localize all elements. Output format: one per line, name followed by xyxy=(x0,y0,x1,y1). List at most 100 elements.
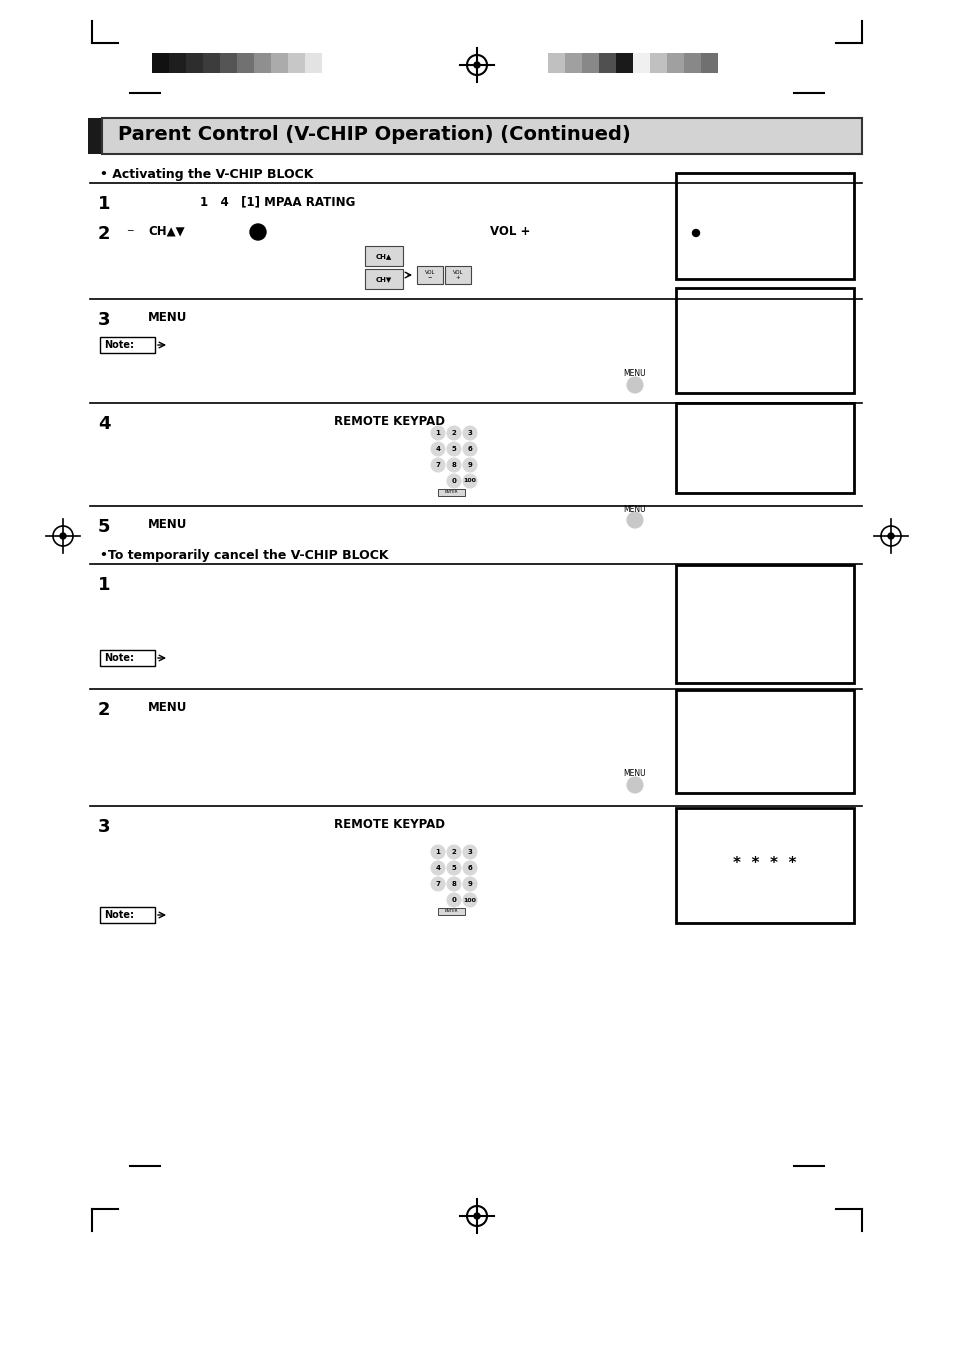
Text: 1: 1 xyxy=(98,195,111,213)
Text: 100: 100 xyxy=(463,897,476,902)
Circle shape xyxy=(474,1213,479,1219)
Bar xyxy=(437,489,465,496)
Circle shape xyxy=(462,844,476,859)
Circle shape xyxy=(447,474,460,488)
Text: MENU: MENU xyxy=(148,701,187,713)
Text: 2: 2 xyxy=(451,848,456,855)
Text: 1   4   [1] MPAA RATING: 1 4 [1] MPAA RATING xyxy=(200,195,355,208)
Circle shape xyxy=(474,62,479,68)
Bar xyxy=(700,53,718,73)
Circle shape xyxy=(431,426,444,440)
Text: VOL +: VOL + xyxy=(490,226,530,238)
Text: MENU: MENU xyxy=(148,311,187,324)
Circle shape xyxy=(626,512,642,528)
Bar xyxy=(633,53,649,73)
Circle shape xyxy=(447,877,460,892)
Text: CH▲▼: CH▲▼ xyxy=(148,226,185,238)
Text: 3: 3 xyxy=(467,430,472,436)
Text: 3: 3 xyxy=(467,848,472,855)
Text: VOL
−: VOL − xyxy=(424,270,435,281)
Text: 7: 7 xyxy=(436,881,440,888)
Text: VOL
+: VOL + xyxy=(453,270,463,281)
Bar xyxy=(683,53,700,73)
Bar xyxy=(203,53,220,73)
Text: _: _ xyxy=(127,222,132,231)
Circle shape xyxy=(431,458,444,471)
Text: MENU: MENU xyxy=(623,770,645,778)
Circle shape xyxy=(60,534,66,539)
Text: Note:: Note: xyxy=(104,653,133,663)
Circle shape xyxy=(447,861,460,875)
Text: 9: 9 xyxy=(467,881,472,888)
Circle shape xyxy=(447,844,460,859)
Circle shape xyxy=(462,861,476,875)
Circle shape xyxy=(431,844,444,859)
Text: Note:: Note: xyxy=(104,340,133,350)
Bar xyxy=(616,53,633,73)
Circle shape xyxy=(462,458,476,471)
Bar xyxy=(100,650,154,666)
Bar xyxy=(444,266,471,284)
Text: REMOTE KEYPAD: REMOTE KEYPAD xyxy=(335,415,445,428)
Text: 3: 3 xyxy=(98,311,111,330)
Text: Note:: Note: xyxy=(104,911,133,920)
Bar xyxy=(676,690,853,793)
Circle shape xyxy=(692,230,699,236)
Bar xyxy=(236,53,253,73)
Bar xyxy=(253,53,271,73)
Bar xyxy=(676,173,853,280)
Bar xyxy=(666,53,683,73)
Text: 0: 0 xyxy=(451,897,456,902)
Text: REMOTE KEYPAD: REMOTE KEYPAD xyxy=(335,817,445,831)
Bar xyxy=(305,53,322,73)
Circle shape xyxy=(431,442,444,457)
Text: 2: 2 xyxy=(98,701,111,719)
Text: CH▲: CH▲ xyxy=(375,253,392,259)
Circle shape xyxy=(462,474,476,488)
Circle shape xyxy=(462,893,476,907)
Text: 4: 4 xyxy=(435,865,440,871)
Bar xyxy=(100,907,154,923)
Bar xyxy=(649,53,666,73)
Bar xyxy=(88,118,102,154)
Text: 7: 7 xyxy=(436,462,440,467)
Bar xyxy=(169,53,186,73)
Circle shape xyxy=(462,442,476,457)
Circle shape xyxy=(887,534,893,539)
Bar xyxy=(365,269,402,289)
Bar xyxy=(271,53,288,73)
Text: 8: 8 xyxy=(451,462,456,467)
Text: 1: 1 xyxy=(436,430,440,436)
Text: MENU: MENU xyxy=(623,504,645,513)
Text: ENTER: ENTER xyxy=(444,490,458,494)
Bar xyxy=(676,403,853,493)
Text: 2: 2 xyxy=(451,430,456,436)
Bar xyxy=(676,288,853,393)
Text: MENU: MENU xyxy=(148,517,187,531)
Bar xyxy=(564,53,581,73)
Text: • Activating the V-CHIP BLOCK: • Activating the V-CHIP BLOCK xyxy=(100,168,313,181)
Text: •To temporarily cancel the V-CHIP BLOCK: •To temporarily cancel the V-CHIP BLOCK xyxy=(100,549,388,562)
Text: Parent Control (V-CHIP Operation) (Continued): Parent Control (V-CHIP Operation) (Conti… xyxy=(118,126,630,145)
Text: 1: 1 xyxy=(98,576,111,594)
Bar xyxy=(547,53,564,73)
Text: ENTER: ENTER xyxy=(444,909,458,913)
Circle shape xyxy=(626,777,642,793)
Circle shape xyxy=(447,893,460,907)
Circle shape xyxy=(431,877,444,892)
Bar xyxy=(676,808,853,923)
Text: 1: 1 xyxy=(436,848,440,855)
Text: 4: 4 xyxy=(98,415,111,434)
Bar xyxy=(220,53,236,73)
Bar xyxy=(288,53,305,73)
Bar xyxy=(676,565,853,684)
Bar xyxy=(152,53,169,73)
Bar xyxy=(100,336,154,353)
Circle shape xyxy=(462,877,476,892)
Text: 4: 4 xyxy=(435,446,440,453)
Bar xyxy=(102,118,862,154)
Text: 9: 9 xyxy=(467,462,472,467)
Circle shape xyxy=(447,442,460,457)
Circle shape xyxy=(447,426,460,440)
Text: *  *  *  *: * * * * xyxy=(733,857,796,871)
